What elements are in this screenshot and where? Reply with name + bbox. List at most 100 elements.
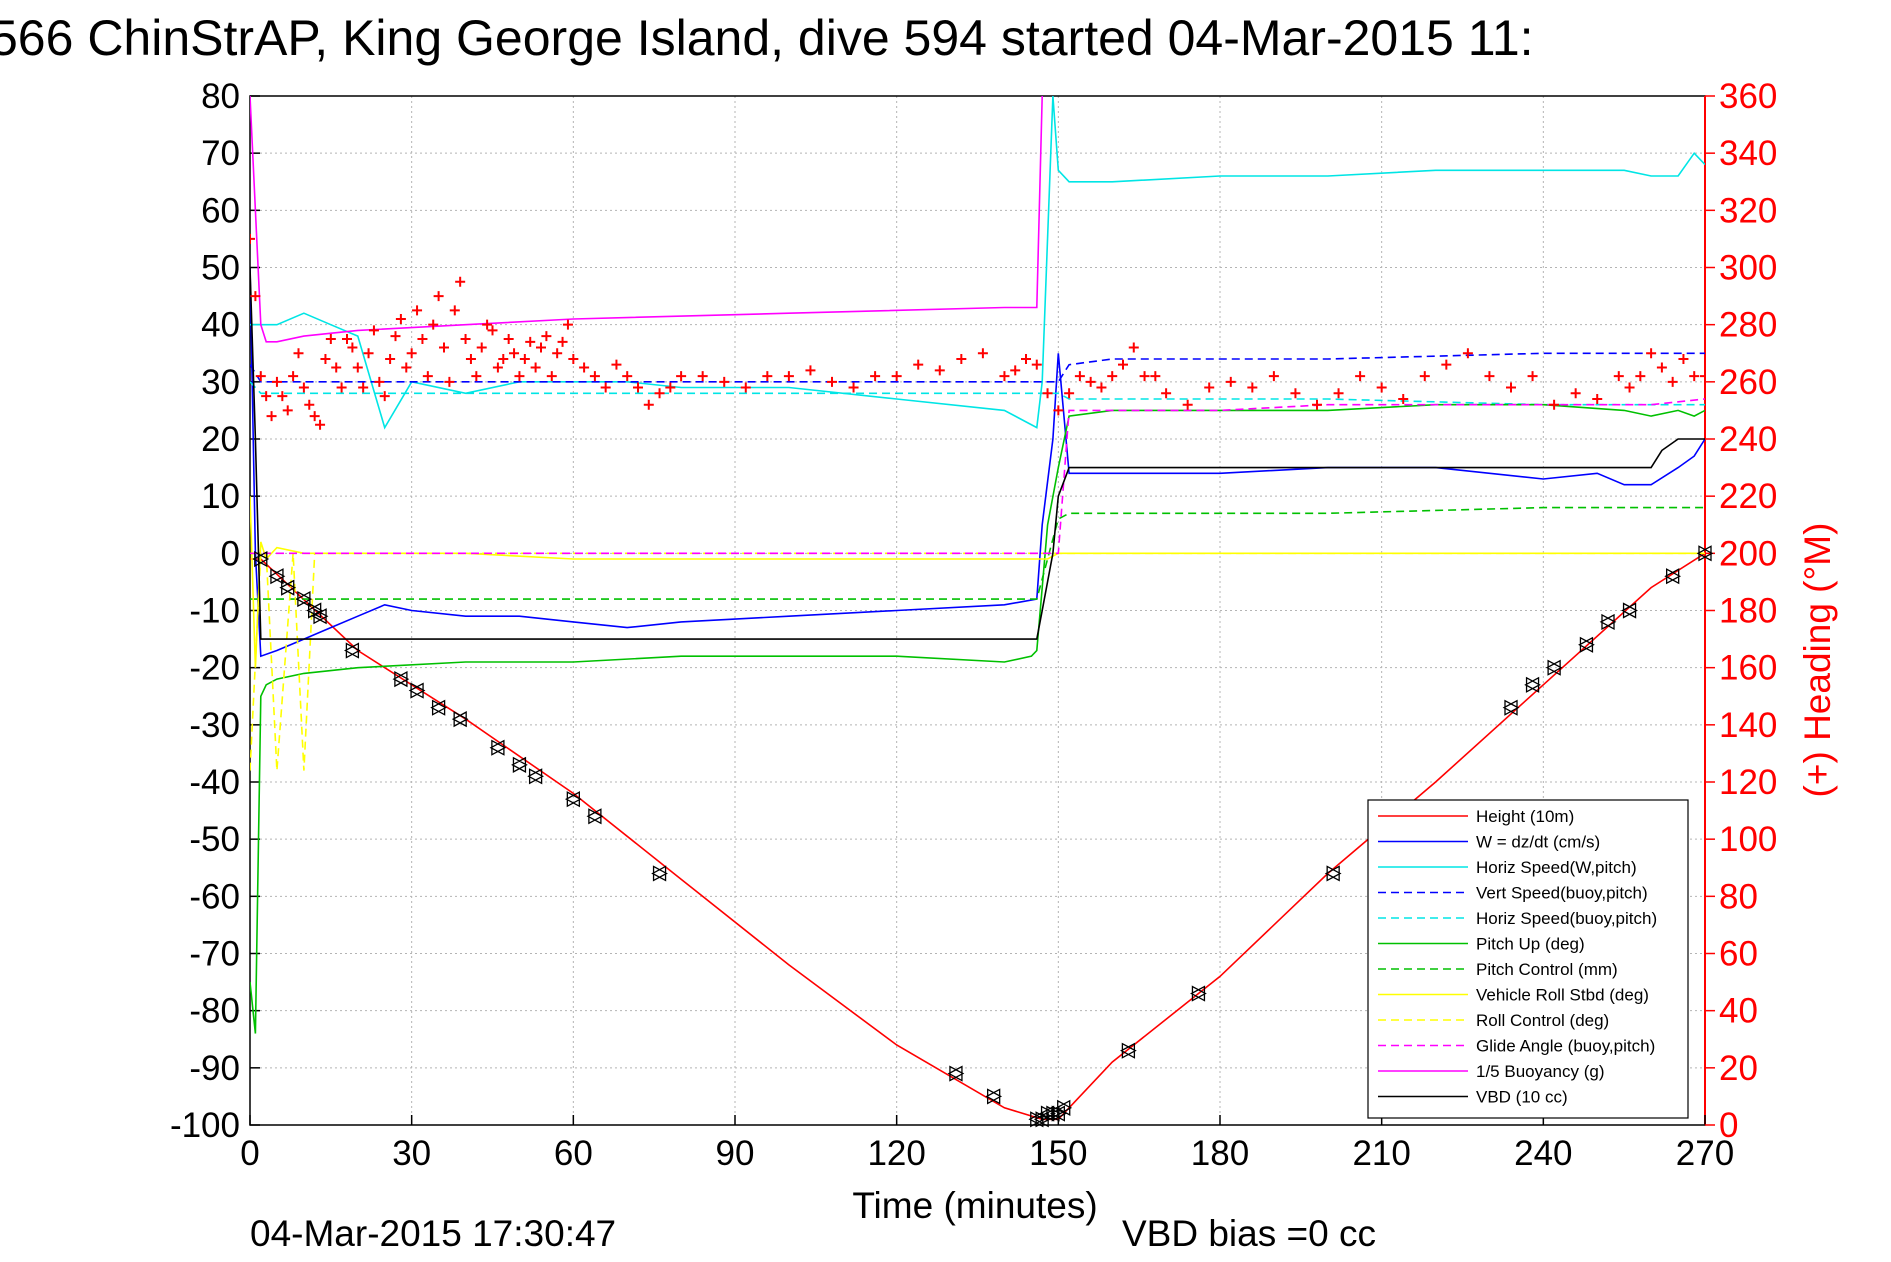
heading-marker: [390, 331, 401, 342]
sample-marker: [408, 682, 426, 699]
sample-marker: [430, 699, 447, 716]
heading-marker: [1376, 382, 1387, 393]
heading-marker: [956, 353, 967, 364]
legend-label-vbd-10-cc: VBD (10 cc): [1476, 1088, 1568, 1107]
heading-marker: [600, 382, 611, 393]
heading-marker: [509, 348, 520, 359]
heading-marker: [282, 405, 293, 416]
sample-marker: [1190, 985, 1207, 1002]
heading-marker: [315, 419, 326, 430]
y-right-tick-label: 80: [1719, 877, 1758, 916]
y-right-tick-label: 160: [1719, 649, 1777, 688]
heading-marker: [891, 371, 902, 382]
heading-marker: [719, 376, 730, 387]
sample-marker: [1120, 1042, 1137, 1059]
series-line-height-10m: [250, 552, 1705, 1121]
y-tick-label: 0: [221, 534, 240, 573]
legend-label-vert-speed-buoy-pitch: Vert Speed(buoy,pitch): [1476, 884, 1648, 903]
heading-marker: [498, 353, 509, 364]
heading-marker: [999, 371, 1010, 382]
series-line-pitch-control-mm: [250, 506, 1705, 600]
sample-marker: [586, 808, 604, 825]
heading-marker: [449, 305, 460, 316]
x-tick-label: 270: [1676, 1134, 1734, 1173]
y-right-tick-label: 200: [1719, 534, 1777, 573]
heading-marker: [368, 325, 379, 336]
heading-marker: [1107, 371, 1118, 382]
y-axis-right-label: (+) Heading (°M): [1797, 523, 1838, 798]
sample-marker: [1621, 602, 1638, 619]
y-tick-label: -10: [189, 592, 240, 631]
y-tick-label: 60: [201, 191, 240, 230]
y-right-tick-label: 280: [1719, 306, 1777, 345]
y-right-tick-label: 40: [1719, 992, 1758, 1031]
heading-marker: [277, 391, 288, 402]
heading-marker: [827, 376, 837, 387]
heading-marker: [1592, 393, 1603, 404]
y-tick-label: -50: [189, 820, 240, 859]
y-right-tick-label: 120: [1719, 763, 1777, 802]
heading-marker: [514, 371, 525, 382]
heading-marker: [471, 371, 482, 382]
legend-label-roll-control-deg: Roll Control (deg): [1476, 1011, 1609, 1030]
sample-marker: [1524, 676, 1541, 693]
x-tick-label: 30: [392, 1134, 431, 1173]
heading-marker: [1656, 362, 1667, 373]
y-right-tick-label: 60: [1719, 935, 1758, 974]
chart-title: 566 ChinStrAP, King George Island, dive …: [0, 10, 1534, 66]
heading-marker: [762, 371, 773, 382]
y-right-tick-label: 360: [1719, 77, 1777, 116]
sample-marker: [1545, 659, 1563, 676]
heading-marker: [546, 371, 557, 382]
heading-marker: [309, 411, 320, 422]
sample-marker: [511, 756, 528, 773]
heading-marker: [385, 353, 396, 364]
heading-marker: [1462, 348, 1473, 359]
heading-marker: [643, 399, 654, 410]
y-tick-label: 50: [201, 249, 240, 288]
sample-marker: [564, 791, 582, 808]
series-line-1-5-buoyancy-g: [250, 96, 1043, 343]
heading-marker: [347, 342, 358, 353]
y-tick-label: -40: [189, 763, 240, 802]
heading-marker: [1268, 371, 1279, 382]
series-line-glide-angle-buoy-pitch: [250, 398, 1705, 555]
heading-marker: [1074, 371, 1085, 382]
heading-marker: [1118, 359, 1128, 370]
heading-marker: [439, 342, 449, 353]
y-tick-label: -90: [189, 1049, 240, 1088]
y-tick-label: 30: [201, 363, 240, 402]
x-tick-label: 90: [716, 1134, 755, 1173]
sample-marker: [279, 579, 297, 596]
legend-label-horiz-speed-w-pitch: Horiz Speed(W,pitch): [1476, 858, 1637, 877]
y-right-tick-label: 100: [1719, 820, 1777, 859]
heading-marker: [288, 371, 299, 382]
heading-marker: [1549, 399, 1560, 410]
heading-marker: [342, 333, 352, 344]
heading-marker: [1096, 382, 1107, 393]
heading-marker: [1128, 342, 1139, 353]
heading-marker: [697, 371, 708, 382]
heading-marker: [417, 333, 428, 344]
sample-marker: [295, 590, 313, 608]
heading-marker: [293, 348, 304, 359]
sample-marker: [1664, 568, 1682, 585]
heading-marker: [654, 388, 665, 399]
footer-vbd-bias: VBD bias =0 cc: [1122, 1213, 1376, 1254]
series-line-vbd-10-cc: [250, 267, 1705, 640]
heading-marker: [1247, 382, 1258, 393]
heading-marker: [1085, 376, 1096, 387]
sample-marker: [1324, 865, 1342, 882]
heading-marker: [1031, 359, 1042, 370]
sample-marker: [1578, 636, 1595, 653]
y-tick-label: -80: [189, 992, 240, 1031]
heading-marker: [519, 353, 530, 364]
heading-marker: [1646, 348, 1657, 359]
heading-marker: [325, 333, 336, 344]
heading-marker: [541, 331, 552, 342]
y-right-tick-label: 20: [1719, 1049, 1758, 1088]
heading-marker: [1441, 359, 1452, 370]
heading-marker: [913, 359, 924, 370]
x-tick-label: 240: [1514, 1134, 1572, 1173]
heading-marker: [422, 371, 433, 382]
